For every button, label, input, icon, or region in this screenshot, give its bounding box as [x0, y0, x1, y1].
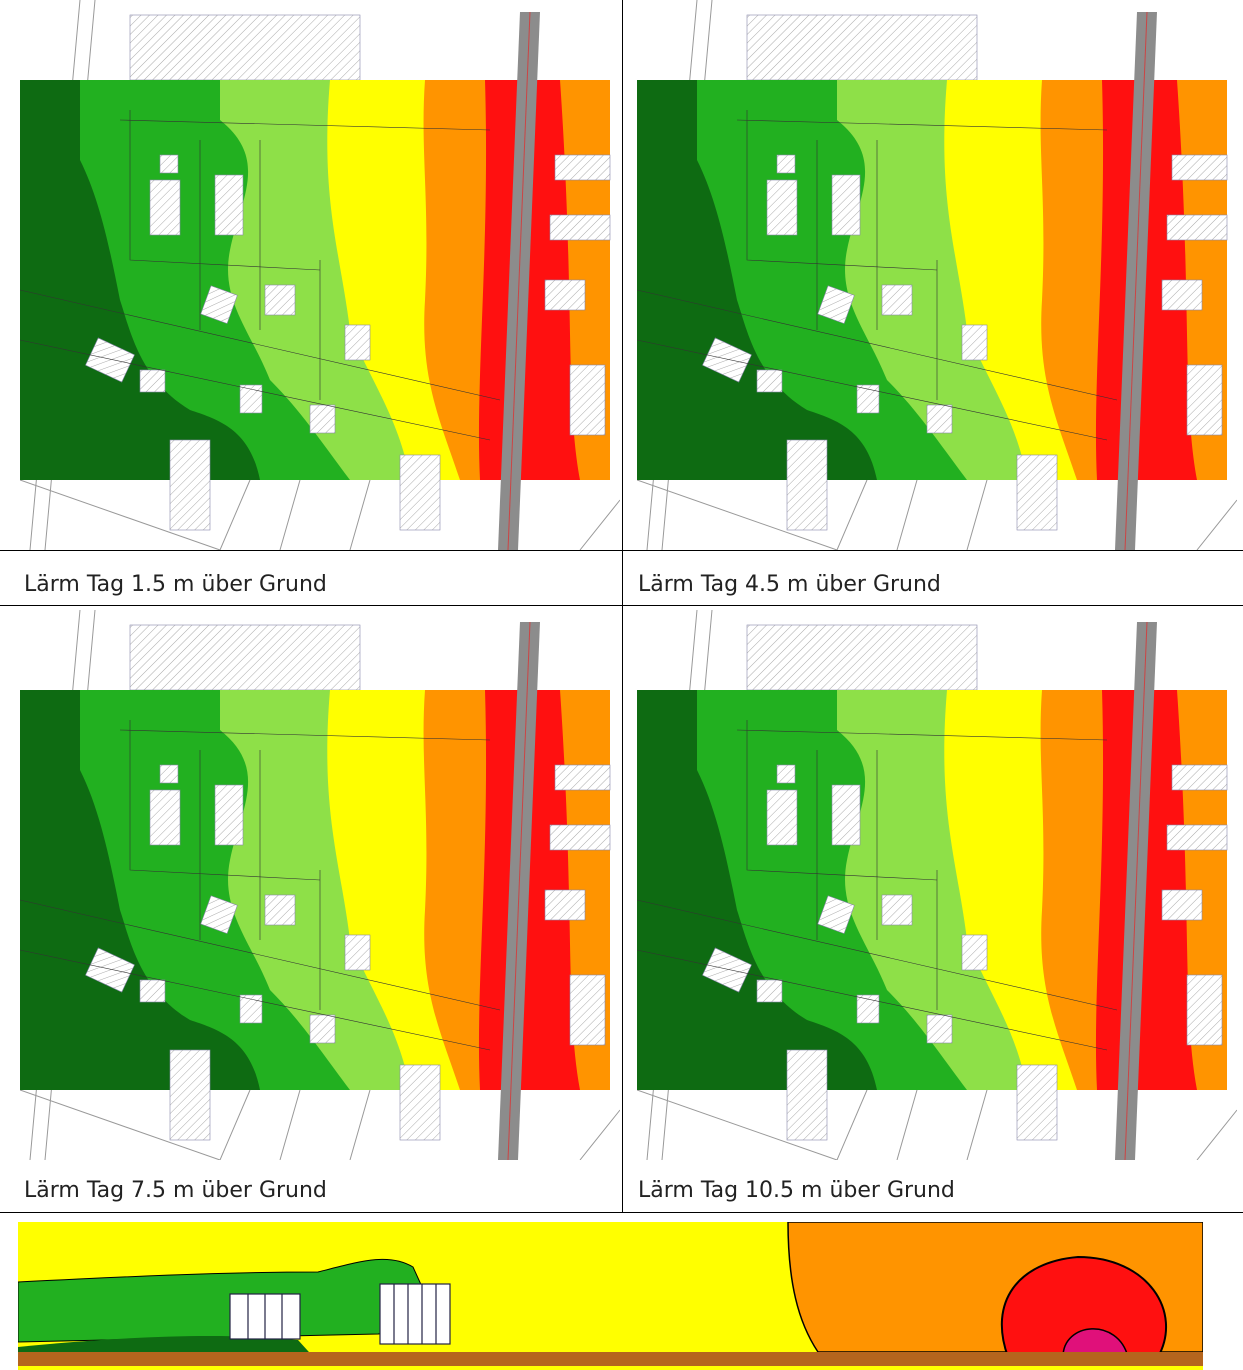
- noise-map: [20, 610, 620, 1160]
- table-border: [622, 0, 623, 1212]
- caption: Lärm Tag 4.5 m über Grund: [638, 572, 941, 597]
- caption: Lärm Tag 7.5 m über Grund: [24, 1178, 327, 1203]
- table-border: [0, 550, 1243, 551]
- table-border: [0, 605, 1243, 606]
- table-border: [0, 1212, 1243, 1213]
- noise-map: [637, 0, 1237, 550]
- noise-map: [637, 610, 1237, 1160]
- cross-section: [18, 1222, 1203, 1370]
- caption: Lärm Tag 10.5 m über Grund: [638, 1178, 955, 1203]
- noise-map: [20, 0, 620, 550]
- caption: Lärm Tag 1.5 m über Grund: [24, 572, 327, 597]
